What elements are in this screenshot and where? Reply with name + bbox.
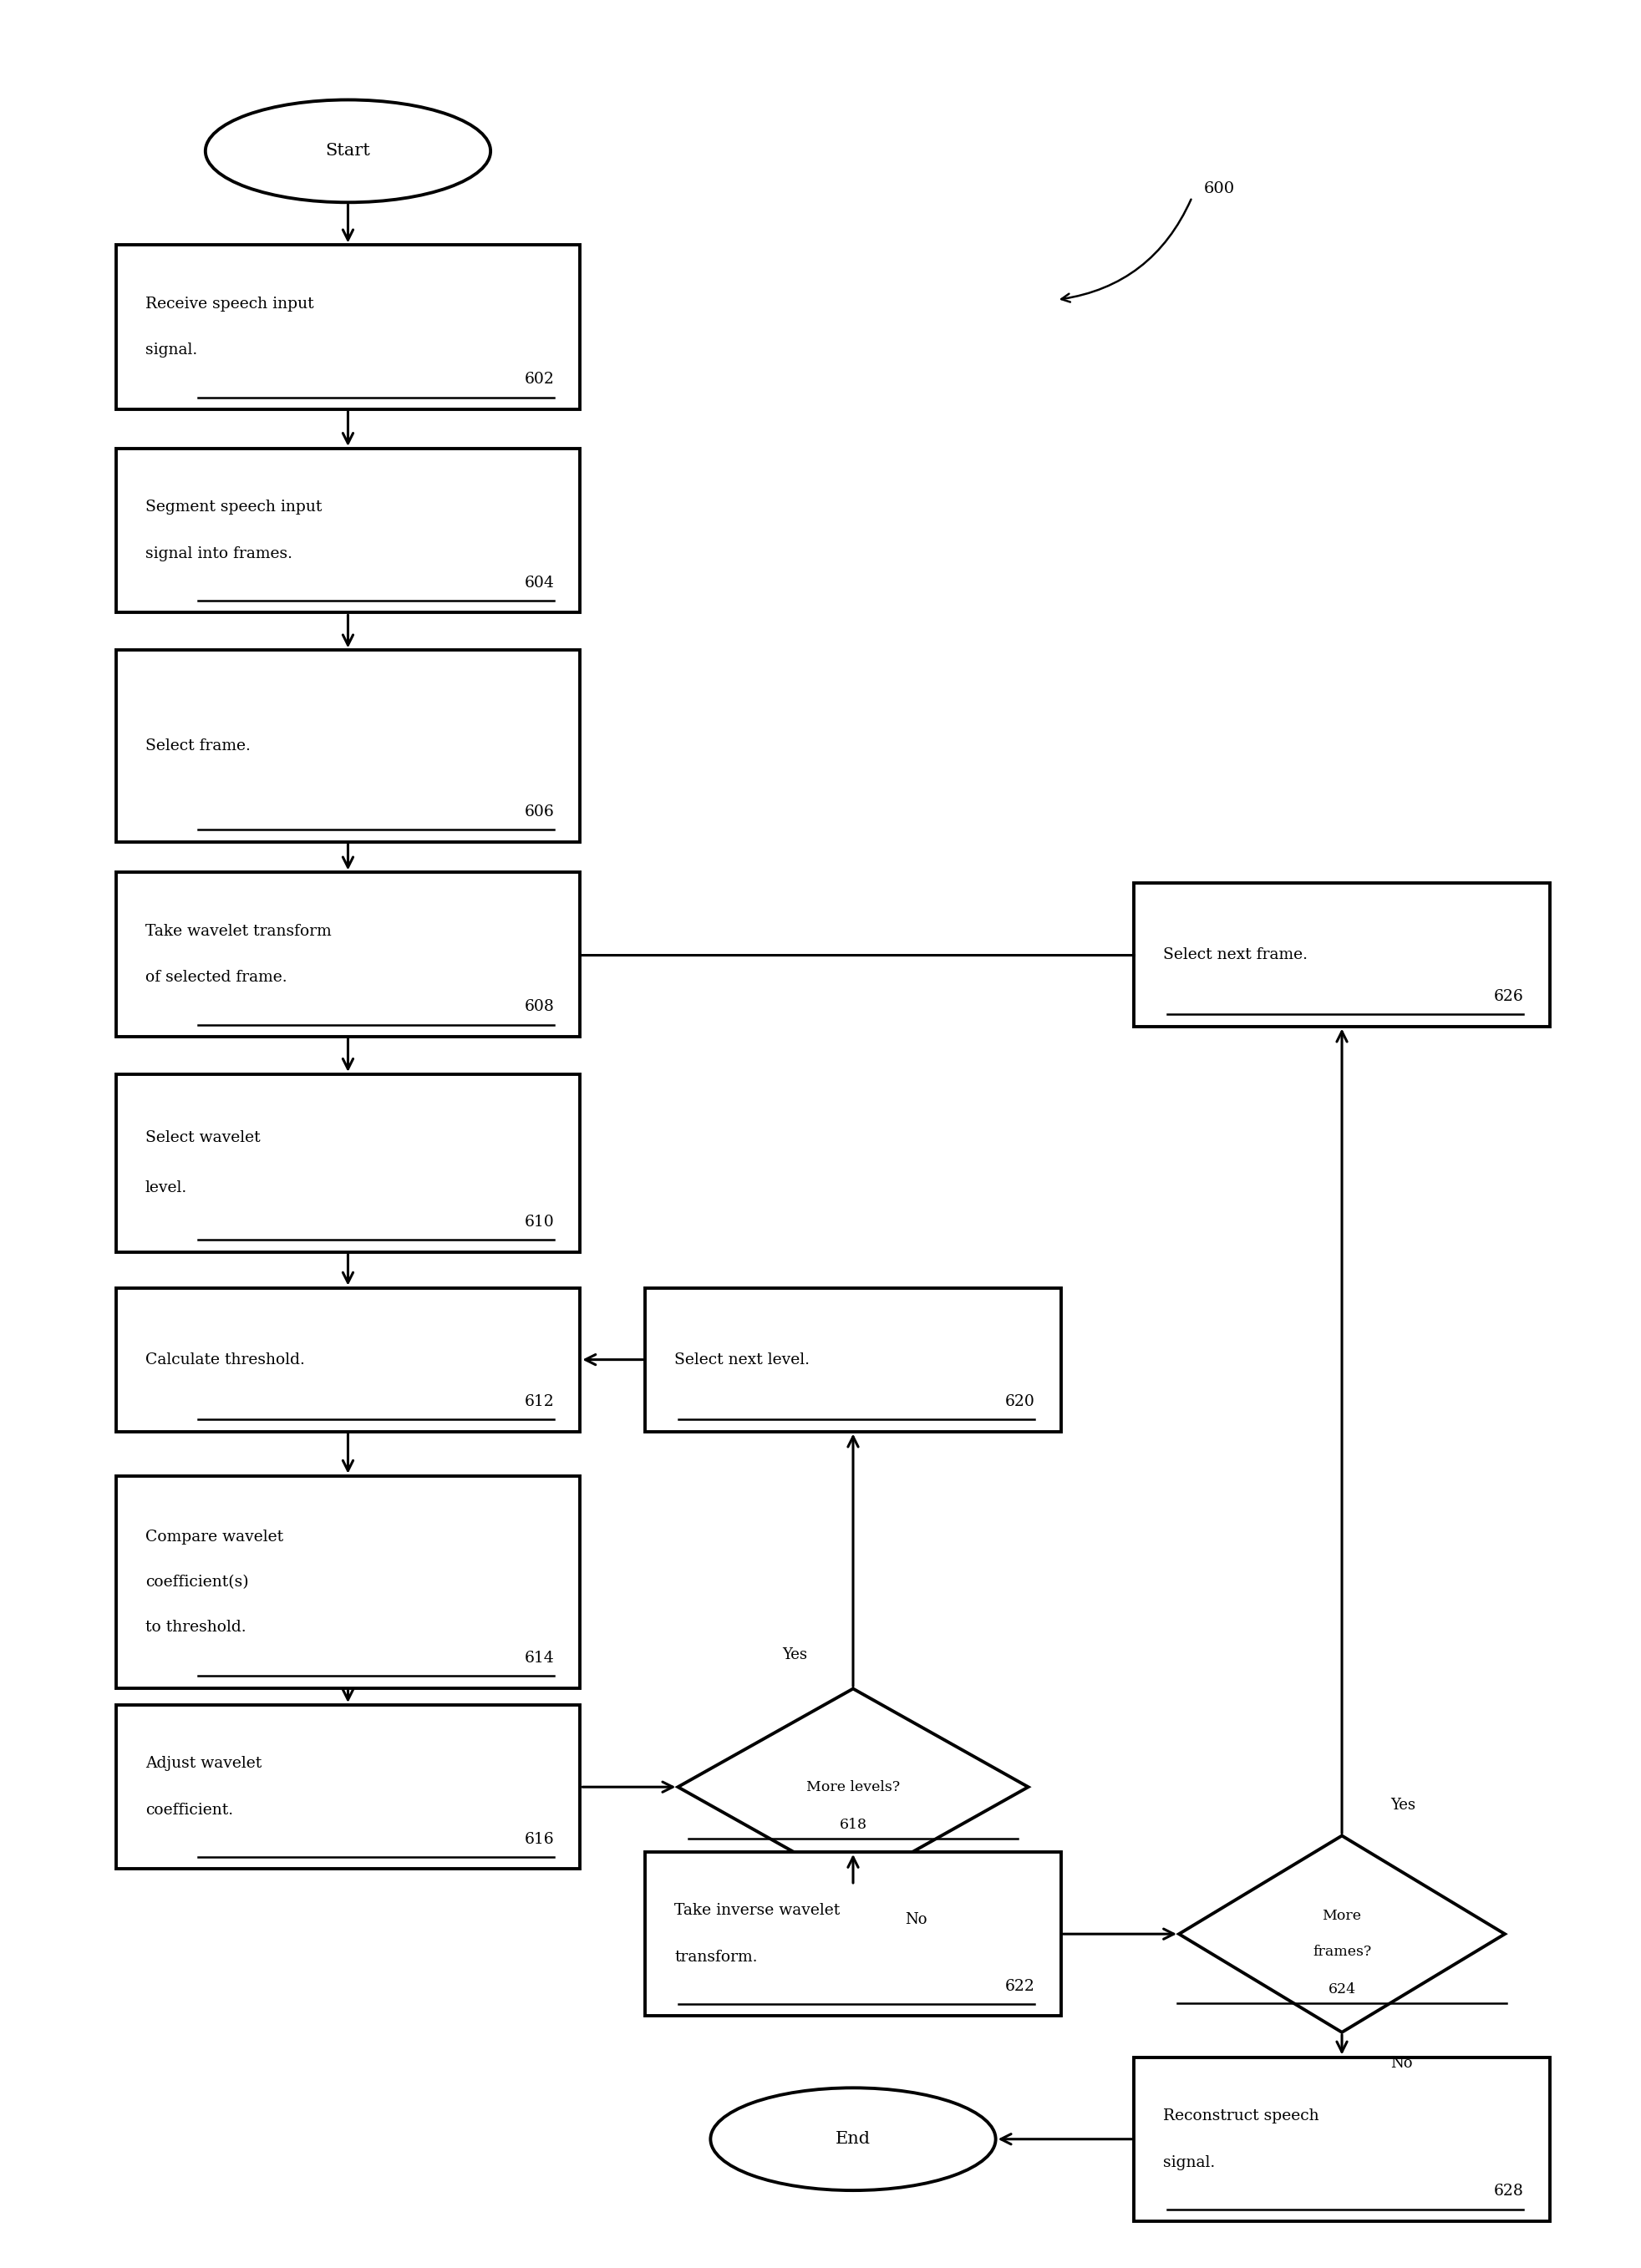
Text: to threshold.: to threshold. (144, 1619, 246, 1635)
Text: Receive speech input: Receive speech input (144, 297, 313, 311)
FancyBboxPatch shape (117, 245, 581, 408)
Polygon shape (678, 1690, 1029, 1885)
Text: 614: 614 (523, 1651, 555, 1665)
FancyBboxPatch shape (117, 1706, 581, 1869)
Text: 616: 616 (525, 1833, 555, 1846)
Text: Compare wavelet: Compare wavelet (144, 1529, 284, 1545)
Text: Calculate threshold.: Calculate threshold. (144, 1352, 305, 1368)
Text: 600: 600 (1203, 181, 1234, 197)
Text: Select next level.: Select next level. (674, 1352, 811, 1368)
FancyBboxPatch shape (117, 1476, 581, 1687)
Ellipse shape (711, 2089, 996, 2191)
Text: Adjust wavelet: Adjust wavelet (144, 1755, 261, 1771)
FancyBboxPatch shape (117, 449, 581, 612)
FancyBboxPatch shape (117, 1288, 581, 1431)
Text: 610: 610 (523, 1216, 555, 1229)
Text: No: No (1392, 2055, 1413, 2071)
Text: 608: 608 (523, 1000, 555, 1014)
Text: Reconstruct speech: Reconstruct speech (1163, 2109, 1319, 2123)
FancyBboxPatch shape (1134, 2057, 1549, 2220)
Text: transform.: transform. (674, 1950, 758, 1964)
Text: of selected frame.: of selected frame. (144, 971, 287, 984)
Text: signal.: signal. (144, 342, 197, 358)
Text: signal into frames.: signal into frames. (144, 547, 292, 562)
Text: More: More (1323, 1910, 1362, 1923)
Text: 606: 606 (523, 805, 555, 819)
Text: 624: 624 (1328, 1982, 1355, 1996)
Text: More levels?: More levels? (806, 1780, 899, 1794)
Polygon shape (1178, 1835, 1505, 2032)
Text: 622: 622 (1004, 1978, 1035, 1994)
Text: Yes: Yes (1392, 1799, 1416, 1812)
Text: 628: 628 (1493, 2184, 1523, 2200)
Text: Take wavelet transform: Take wavelet transform (144, 923, 331, 939)
FancyBboxPatch shape (117, 651, 581, 841)
Text: 602: 602 (523, 372, 555, 388)
Text: Select next frame.: Select next frame. (1163, 948, 1308, 962)
Text: 612: 612 (523, 1395, 555, 1408)
Text: Segment speech input: Segment speech input (144, 499, 322, 515)
Text: Select frame.: Select frame. (144, 739, 251, 753)
Text: Yes: Yes (783, 1647, 807, 1662)
FancyBboxPatch shape (645, 1288, 1060, 1431)
Text: 626: 626 (1493, 989, 1523, 1005)
Text: frames?: frames? (1313, 1946, 1372, 1960)
Text: Select wavelet: Select wavelet (144, 1129, 261, 1145)
Text: Take inverse wavelet: Take inverse wavelet (674, 1903, 840, 1919)
Text: coefficient(s): coefficient(s) (144, 1574, 248, 1590)
FancyBboxPatch shape (645, 1853, 1060, 2016)
Text: No: No (906, 1912, 927, 1928)
Text: 604: 604 (523, 576, 555, 590)
Text: 618: 618 (839, 1817, 866, 1833)
Text: level.: level. (144, 1182, 187, 1195)
Text: 620: 620 (1004, 1395, 1035, 1408)
FancyBboxPatch shape (1134, 882, 1549, 1027)
FancyBboxPatch shape (117, 1075, 581, 1252)
FancyBboxPatch shape (117, 873, 581, 1036)
Ellipse shape (205, 100, 491, 202)
Text: coefficient.: coefficient. (144, 1803, 233, 1817)
Text: signal.: signal. (1163, 2155, 1216, 2170)
Text: Start: Start (325, 143, 371, 159)
Text: End: End (835, 2132, 871, 2148)
